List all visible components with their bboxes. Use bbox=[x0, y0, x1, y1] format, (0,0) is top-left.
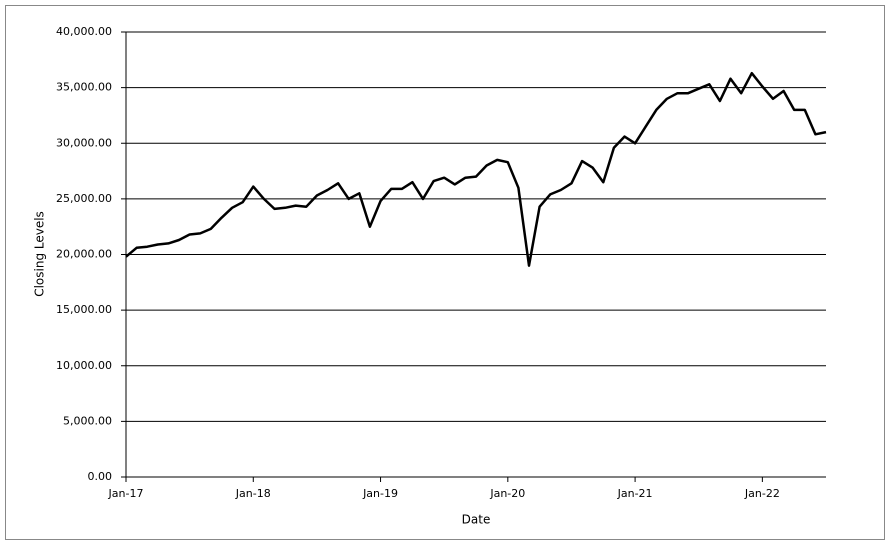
y-tick-label: 15,000.00 bbox=[56, 303, 112, 316]
x-tick-label: Jan-20 bbox=[489, 487, 525, 500]
y-tick-label: 35,000.00 bbox=[56, 81, 112, 94]
x-axis-title: Date bbox=[462, 513, 491, 527]
y-tick-label: 5,000.00 bbox=[63, 414, 112, 427]
y-tick-label: 40,000.00 bbox=[56, 25, 112, 38]
y-tick-label: 20,000.00 bbox=[56, 248, 112, 261]
x-tick-label: Jan-19 bbox=[362, 487, 398, 500]
y-axis-title: Closing Levels bbox=[33, 211, 47, 297]
y-tick-label: 0.00 bbox=[88, 470, 113, 483]
x-tick-label: Jan-18 bbox=[235, 487, 271, 500]
x-tick-label: Jan-17 bbox=[108, 487, 144, 500]
chart-border bbox=[5, 5, 885, 540]
y-tick-label: 30,000.00 bbox=[56, 136, 112, 149]
data-line bbox=[125, 71, 827, 267]
x-tick-label: Jan-21 bbox=[617, 487, 653, 500]
y-tick-label: 25,000.00 bbox=[56, 192, 112, 205]
x-tick-label: Jan-22 bbox=[744, 487, 780, 500]
y-tick-label: 10,000.00 bbox=[56, 359, 112, 372]
